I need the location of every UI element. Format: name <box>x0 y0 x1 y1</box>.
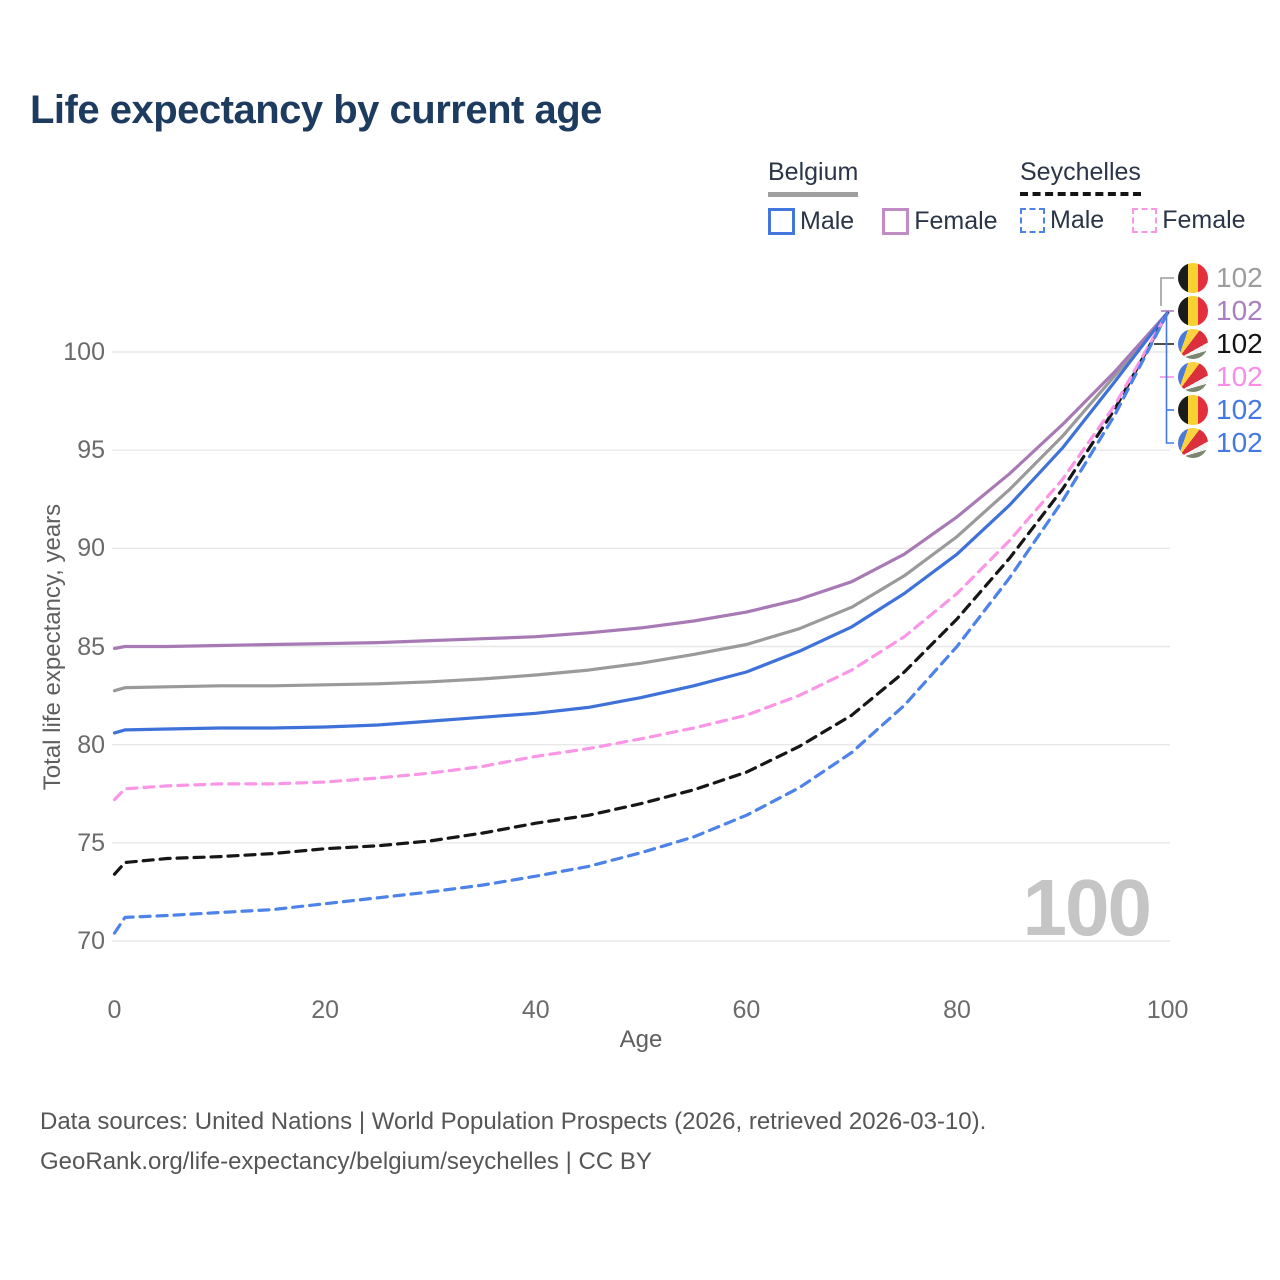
belgium-male-swatch-icon <box>768 208 795 235</box>
x-tick-label: 100 <box>1146 996 1189 1024</box>
legend-header-seychelles[interactable]: Seychelles <box>1020 158 1141 196</box>
y-tick-label: 90 <box>77 534 105 563</box>
end-value: 102 <box>1216 295 1263 326</box>
y-tick-label: 85 <box>77 632 105 661</box>
end-value: 102 <box>1216 361 1263 392</box>
seychelles-female-swatch-icon <box>1132 208 1158 233</box>
end-label-belgium-female: 102 <box>1178 295 1263 327</box>
x-tick-label: 80 <box>943 996 971 1024</box>
series-line-belgium-female[interactable] <box>112 311 1170 651</box>
series-line-seychelles-female[interactable] <box>112 311 1170 802</box>
end-label-belgium-all: 102 <box>1178 262 1263 294</box>
end-label-seychelles-male: 102 <box>1178 427 1263 459</box>
legend-label-seychelles-male: Male <box>1050 206 1105 234</box>
belgium-flag-icon <box>1178 296 1208 326</box>
series-line-belgium-male[interactable] <box>112 311 1170 735</box>
end-value: 102 <box>1216 262 1263 293</box>
footer-data-sources: Data sources: United Nations | World Pop… <box>40 1108 987 1135</box>
belgium-female-swatch-icon <box>882 208 910 235</box>
seychelles-male-swatch-icon <box>1020 208 1045 233</box>
x-tick-label: 20 <box>311 996 340 1024</box>
end-label-seychelles-all: 102 <box>1178 328 1263 360</box>
age-counter-watermark: 100 <box>1022 863 1152 952</box>
seychelles-flag-icon <box>1178 362 1208 392</box>
label-leader-line <box>1165 317 1174 444</box>
y-tick-label: 70 <box>77 927 105 955</box>
end-label-belgium-male: 102 <box>1178 394 1263 426</box>
y-tick-label: 100 <box>63 338 105 366</box>
legend-group-seychelles: Seychelles Male Female <box>1020 158 1246 235</box>
x-axis-title: Age <box>619 1026 663 1053</box>
belgium-flag-icon <box>1178 395 1208 425</box>
footer-attribution-link[interactable]: GeoRank.org/life-expectancy/belgium/seyc… <box>40 1148 652 1175</box>
legend-label-seychelles-female: Female <box>1162 206 1246 234</box>
legend-label-belgium-female: Female <box>914 207 998 235</box>
x-tick-label: 0 <box>107 996 122 1024</box>
legend-group-belgium: Belgium Male Female <box>768 158 998 236</box>
series-line-belgium[interactable] <box>112 311 1170 693</box>
end-value: 102 <box>1216 328 1263 359</box>
end-value: 102 <box>1216 427 1263 458</box>
legend-item-belgium-male[interactable]: Male <box>768 207 854 236</box>
x-tick-label: 60 <box>732 996 761 1024</box>
end-value: 102 <box>1216 394 1263 425</box>
x-tick-label: 40 <box>521 996 550 1024</box>
seychelles-flag-icon <box>1178 329 1208 359</box>
y-tick-label: 80 <box>77 730 105 759</box>
legend-item-seychelles-female[interactable]: Female <box>1132 206 1246 235</box>
legend-item-seychelles-male[interactable]: Male <box>1020 206 1104 235</box>
legend-header-belgium[interactable]: Belgium <box>768 158 859 197</box>
seychelles-flag-icon <box>1178 428 1208 458</box>
y-tick-label: 75 <box>77 828 105 857</box>
series-line-seychelles-male[interactable] <box>112 311 1170 935</box>
page-title: Life expectancy by current age <box>30 88 602 132</box>
legend-item-belgium-female[interactable]: Female <box>882 207 998 236</box>
legend-label-belgium-male: Male <box>800 207 855 235</box>
series-line-seychelles[interactable] <box>112 311 1170 876</box>
label-leader-line <box>1160 277 1174 306</box>
belgium-flag-icon <box>1178 263 1208 293</box>
y-tick-label: 95 <box>77 436 105 465</box>
end-label-seychelles-female: 102 <box>1178 361 1263 393</box>
